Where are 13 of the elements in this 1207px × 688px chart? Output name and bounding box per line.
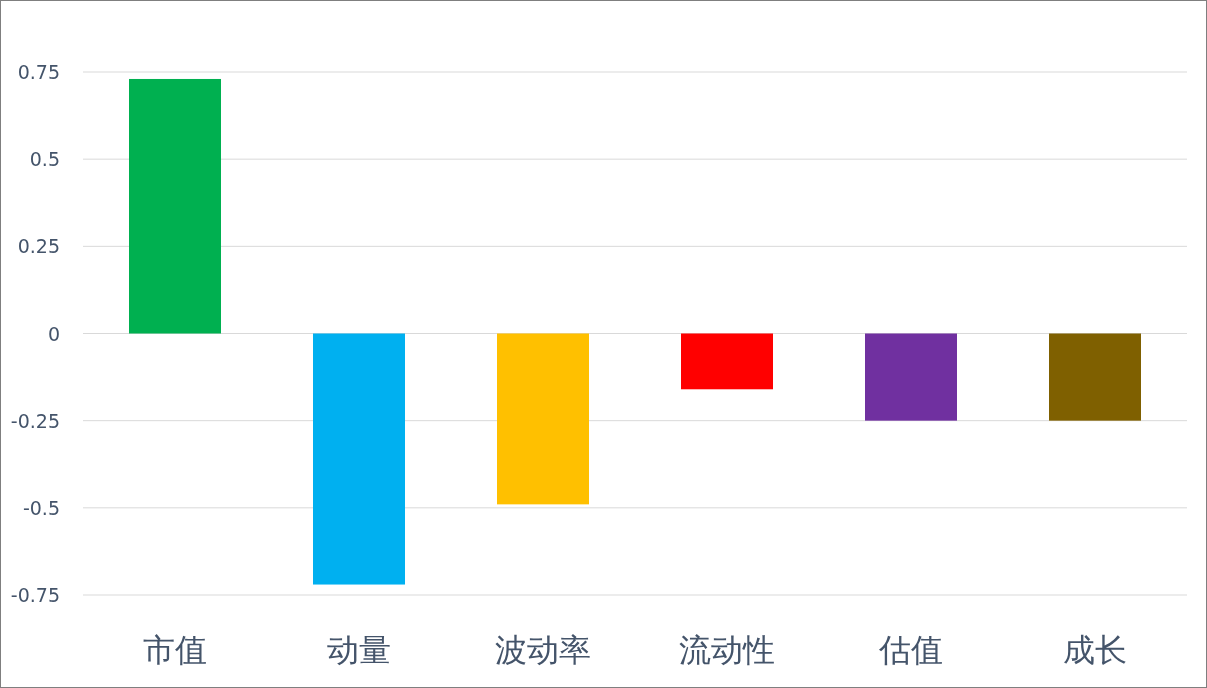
y-tick-label: -0.25 bbox=[10, 409, 60, 432]
y-tick-label: 0.75 bbox=[17, 61, 60, 83]
x-tick-label: 流动性 bbox=[679, 631, 775, 669]
x-tick-label: 动量 bbox=[327, 631, 391, 669]
y-tick-label: 0.5 bbox=[29, 148, 60, 171]
y-tick-label: -0.75 bbox=[10, 584, 60, 606]
x-tick-label: 市值 bbox=[143, 631, 207, 669]
y-tick-label: 0 bbox=[47, 322, 60, 345]
x-tick-label: 估值 bbox=[878, 631, 943, 669]
y-tick-label: -0.5 bbox=[22, 496, 60, 519]
y-tick-label: 0.25 bbox=[17, 235, 60, 258]
x-tick-label: 成长 bbox=[1063, 631, 1127, 669]
x-tick-label: 波动率 bbox=[495, 631, 591, 669]
